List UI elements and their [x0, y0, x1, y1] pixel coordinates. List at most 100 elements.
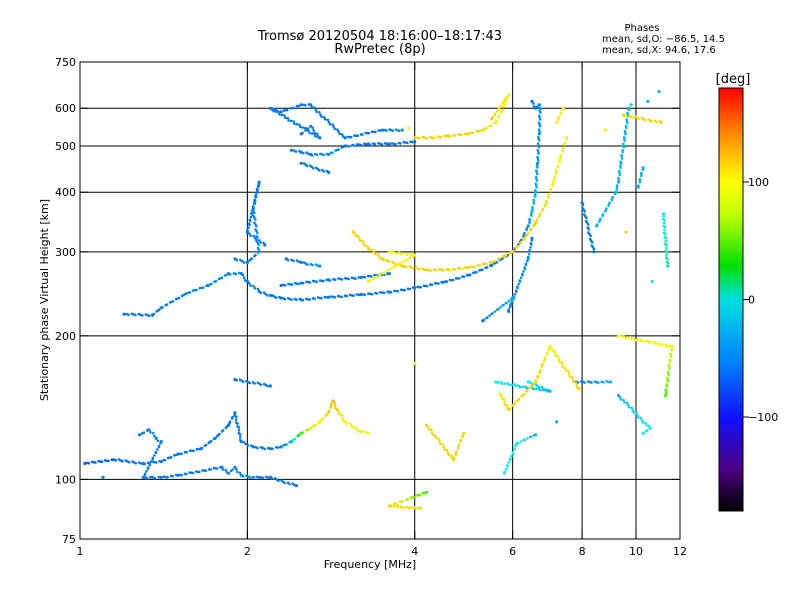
echo-point: [536, 142, 540, 145]
echo-point: [327, 409, 331, 413]
echo-point: [588, 237, 592, 241]
echo-point: [502, 397, 506, 401]
echo-point: [530, 212, 533, 215]
echo-point: [490, 263, 494, 267]
echo-point: [644, 421, 647, 425]
echo-point: [471, 131, 475, 135]
echo-point: [180, 452, 183, 456]
echo-point: [665, 243, 668, 247]
chart-subtitle: RwPretec (8p): [334, 42, 425, 57]
echo-point: [624, 124, 628, 128]
echo-point: [493, 113, 497, 116]
echo-point: [635, 411, 638, 415]
echo-point: [451, 278, 455, 282]
echo-point: [561, 363, 564, 367]
echo-point: [301, 298, 305, 302]
echo-point: [493, 310, 497, 313]
echo-point: [513, 448, 516, 451]
echo-point: [256, 185, 260, 188]
echo-point: [214, 279, 218, 283]
chart-title: Tromsø 20120504 18:16:00–18:17:43: [257, 29, 502, 44]
echo-point: [443, 448, 446, 451]
echo-point: [340, 278, 344, 281]
echo-point: [368, 143, 372, 146]
echo-point: [337, 148, 340, 151]
echo-point: [670, 344, 674, 348]
echo-point: [358, 237, 361, 240]
echo-point: [394, 252, 397, 255]
echo-point: [650, 279, 654, 284]
echo-point: [505, 95, 509, 99]
echo-point: [522, 236, 527, 240]
echo-point: [357, 293, 360, 297]
echo-point: [304, 126, 307, 130]
echo-point: [530, 384, 534, 388]
echo-point: [445, 448, 449, 452]
x-tick-label: 1: [77, 545, 84, 558]
echo-point: [210, 282, 213, 286]
echo-point: [413, 361, 417, 366]
echo-point: [325, 296, 328, 299]
echo-point: [637, 416, 640, 419]
echo-point: [532, 198, 535, 202]
echo-point: [503, 400, 506, 404]
echo-point: [427, 428, 431, 431]
echo-point: [517, 397, 521, 401]
echo-point: [575, 383, 578, 387]
echo-point: [430, 431, 434, 434]
echo-point: [631, 408, 634, 412]
y-tick-label: 100: [55, 473, 76, 486]
echo-point: [525, 259, 529, 263]
echo-point: [270, 108, 274, 111]
echo-point: [599, 217, 602, 221]
echo-point: [159, 460, 163, 464]
echo-point: [572, 380, 575, 384]
echo-point: [663, 393, 668, 397]
echo-point: [510, 383, 514, 387]
echo-point: [248, 381, 251, 385]
echo-point: [114, 458, 117, 462]
echo-point: [295, 259, 299, 262]
echo-point: [127, 461, 131, 464]
echo-point: [134, 313, 137, 317]
echo-point: [526, 437, 529, 440]
echo-point: [238, 471, 242, 475]
echo-point: [276, 110, 280, 113]
x-tick-label: 2: [244, 545, 251, 558]
echo-point: [509, 303, 512, 307]
echo-point: [554, 354, 558, 358]
echo-point: [434, 436, 438, 440]
echo-point: [571, 378, 575, 381]
echo-point: [453, 134, 457, 137]
echo-point: [526, 232, 530, 235]
phases-heading: Phases: [624, 23, 659, 34]
echo-point: [626, 336, 629, 339]
echo-point: [283, 284, 287, 287]
echo-point: [349, 135, 353, 139]
echo-point: [501, 102, 505, 105]
echo-point: [252, 214, 255, 218]
echo-point: [405, 265, 408, 269]
echo-point: [271, 447, 274, 451]
echo-point: [535, 161, 540, 165]
echo-point: [478, 129, 482, 133]
echo-point: [241, 273, 245, 277]
echo-point: [292, 120, 295, 123]
echo-point: [577, 387, 581, 391]
echo-point: [221, 429, 225, 432]
echo-point: [333, 127, 337, 131]
echo-point: [254, 228, 257, 231]
echo-point: [337, 410, 340, 413]
echo-point: [645, 424, 648, 427]
echo-point: [242, 276, 246, 280]
echo-point: [465, 266, 468, 270]
echo-point: [664, 388, 667, 391]
echo-point: [249, 215, 253, 219]
echo-point: [373, 252, 377, 256]
echo-point: [529, 246, 532, 249]
echo-point: [239, 440, 243, 444]
echo-point: [528, 219, 531, 223]
echo-point: [574, 381, 578, 384]
echo-point: [446, 451, 450, 454]
echo-point: [353, 232, 357, 235]
